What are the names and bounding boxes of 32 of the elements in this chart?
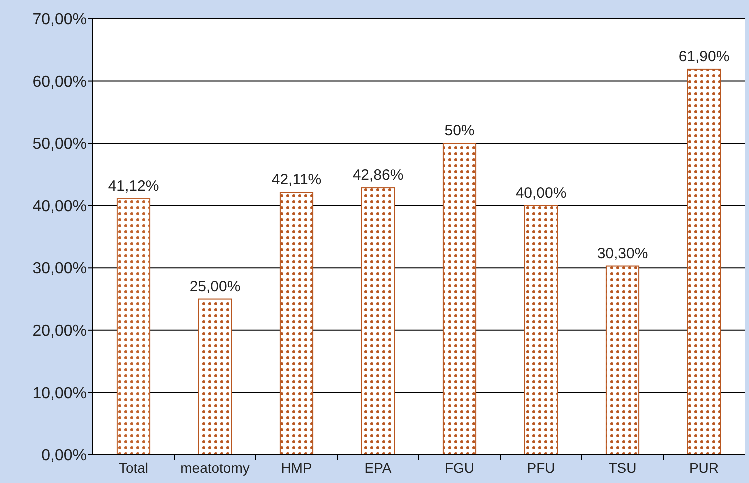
data-label: 30,30% bbox=[597, 245, 648, 262]
x-tick-label: Total bbox=[118, 460, 149, 476]
bar bbox=[524, 205, 558, 456]
x-tick-label: HMP bbox=[281, 460, 312, 476]
x-tick-label: PFU bbox=[527, 460, 556, 476]
x-tick-label: FGU bbox=[444, 460, 475, 476]
y-tick-label: 70,00% bbox=[32, 12, 87, 29]
bar bbox=[442, 143, 477, 456]
data-label: 42,11% bbox=[272, 172, 322, 189]
x-tick-label: EPA bbox=[364, 460, 392, 476]
y-tick-label: 30,00% bbox=[32, 260, 87, 278]
x-tick-label: meatotomy bbox=[180, 460, 250, 476]
y-tick-label: 20,00% bbox=[32, 323, 87, 340]
y-tick-label: 60,00% bbox=[32, 74, 87, 91]
y-tick-label: 0,00% bbox=[42, 448, 87, 465]
bar bbox=[280, 192, 314, 456]
y-tick-label: 50,00% bbox=[32, 136, 87, 154]
data-label: 25,00% bbox=[190, 278, 241, 296]
bar bbox=[116, 198, 151, 456]
data-label: 40,00% bbox=[516, 184, 567, 202]
data-label: 41,12% bbox=[108, 178, 160, 195]
y-tick-label: 40,00% bbox=[32, 198, 87, 216]
bar bbox=[198, 298, 232, 456]
bar bbox=[361, 188, 396, 456]
x-tick-label: PUR bbox=[689, 460, 720, 476]
data-label: 42,86% bbox=[352, 167, 404, 184]
data-label: 61,90% bbox=[678, 48, 730, 66]
bar bbox=[687, 68, 722, 456]
y-tick-label: 10,00% bbox=[32, 385, 87, 402]
data-label: 50% bbox=[444, 122, 475, 140]
x-tick-label: TSU bbox=[608, 460, 637, 476]
bar bbox=[606, 266, 640, 456]
